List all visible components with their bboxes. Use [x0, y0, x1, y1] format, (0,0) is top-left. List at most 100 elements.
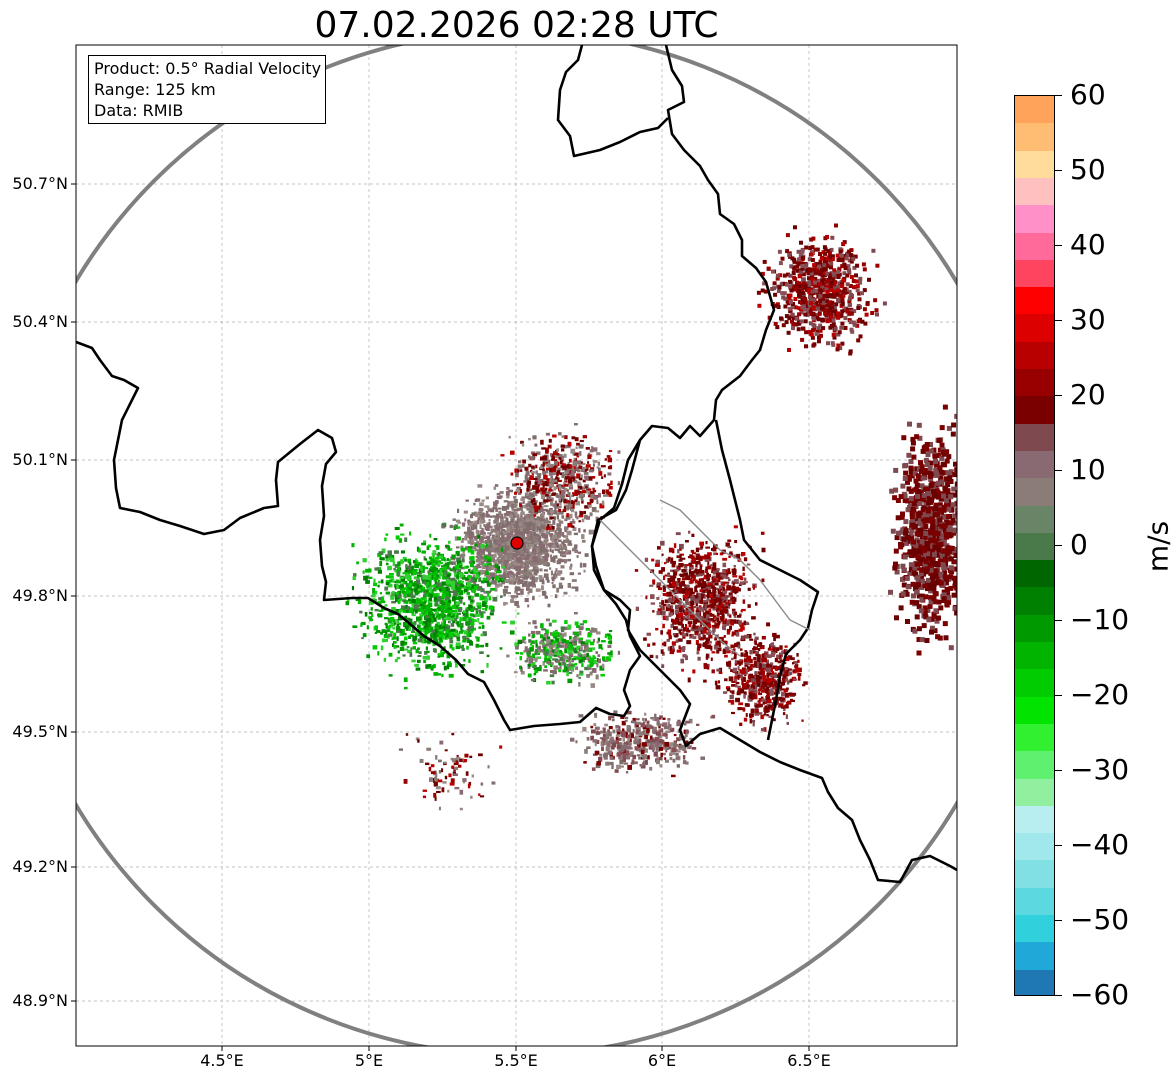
echo-pixel: [430, 613, 435, 618]
echo-pixel: [479, 645, 484, 648]
echo-pixel: [685, 540, 689, 543]
echo-pixel: [770, 688, 774, 693]
echo-pixel: [649, 654, 654, 658]
echo-pixel: [686, 640, 692, 645]
echo-pixel: [394, 622, 397, 625]
echo-pixel: [551, 538, 554, 543]
echo-pixel: [762, 678, 767, 684]
echo-pixel: [725, 686, 731, 690]
echo-pixel: [670, 594, 674, 597]
echo-pixel: [407, 620, 411, 623]
echo-pixel: [761, 681, 766, 685]
velocity-echoes: [345, 223, 957, 811]
echo-pixel: [565, 506, 569, 511]
echo-pixel: [581, 499, 584, 504]
echo-pixel: [530, 508, 535, 512]
echo-pixel: [673, 741, 677, 746]
echo-pixel: [733, 656, 737, 660]
echo-pixel: [519, 469, 523, 472]
echo-pixel: [513, 511, 518, 514]
echo-pixel: [502, 506, 507, 511]
echo-pixel: [675, 756, 680, 760]
echo-pixel: [706, 605, 712, 608]
echo-pixel: [510, 472, 514, 476]
echo-pixel: [526, 570, 532, 573]
echo-pixel: [544, 548, 548, 553]
echo-pixel: [424, 640, 428, 643]
echo-pixel: [739, 669, 742, 674]
echo-pixel: [560, 489, 565, 495]
echo-pixel: [437, 613, 442, 617]
echo-pixel: [435, 560, 438, 565]
echo-pixel: [439, 569, 443, 574]
echo-pixel: [603, 729, 606, 734]
echo-pixel: [447, 545, 451, 551]
echo-pixel: [591, 767, 596, 771]
echo-pixel: [488, 521, 491, 526]
echo-pixel: [437, 653, 440, 657]
echo-pixel: [747, 604, 751, 608]
echo-pixel: [516, 612, 520, 615]
echo-pixel: [355, 597, 361, 601]
echo-pixel: [443, 575, 447, 578]
echo-pixel: [404, 537, 408, 542]
echo-pixel: [848, 349, 853, 354]
echo-pixel: [681, 648, 685, 652]
echo-pixel: [538, 575, 543, 580]
echo-pixel: [516, 586, 521, 592]
echo-pixel: [707, 577, 710, 581]
echo-pixel: [506, 532, 511, 537]
echo-pixel: [646, 632, 651, 636]
echo-pixel: [572, 461, 576, 466]
echo-pixel: [676, 598, 681, 602]
echo-pixel: [496, 495, 502, 500]
echo-pixel: [574, 466, 580, 470]
echo-pixel: [737, 644, 741, 649]
echo-pixel: [717, 647, 722, 652]
echo-pixel: [554, 479, 558, 483]
echo-pixel: [658, 738, 663, 744]
echo-pixel: [418, 585, 423, 589]
echo-pixel: [520, 515, 523, 518]
echo-pixel: [384, 629, 390, 633]
echo-pixel: [523, 552, 528, 555]
echo-pixel: [432, 617, 437, 622]
echo-pixel: [699, 556, 703, 561]
echo-pixel: [694, 590, 698, 593]
echo-pixel: [772, 718, 776, 722]
echo-pixel: [452, 518, 456, 521]
echo-pixel: [376, 567, 382, 571]
echo-pixel: [726, 582, 729, 587]
echo-pixel: [561, 455, 564, 461]
echo-pixel: [589, 449, 594, 453]
echo-pixel: [422, 594, 427, 598]
echo-pixel: [457, 521, 462, 524]
echo-pixel: [636, 724, 639, 729]
echo-pixel: [431, 563, 436, 567]
echo-pixel: [649, 584, 654, 587]
echo-pixel: [577, 551, 582, 554]
echo-pixel: [570, 737, 575, 742]
echo-pixel: [563, 535, 566, 538]
echo-pixel: [661, 610, 666, 616]
echo-pixel: [470, 550, 475, 555]
echo-pixel: [667, 604, 671, 609]
echo-pixel: [694, 586, 698, 592]
echo-pixel: [539, 579, 544, 582]
echo-pixel: [524, 556, 530, 561]
echo-pixel: [711, 576, 714, 581]
echo-pixel: [767, 680, 770, 686]
echo-pixel: [745, 659, 750, 663]
echo-pixel: [551, 479, 556, 484]
echo-pixel: [372, 645, 378, 650]
echo-pixel: [496, 557, 500, 562]
echo-pixel: [572, 548, 576, 552]
echo-pixel: [656, 720, 660, 725]
echo-pixel: [499, 491, 504, 494]
echo-pixel: [563, 488, 568, 492]
echo-pixel: [767, 698, 772, 703]
echo-pixel: [695, 627, 699, 632]
echo-pixel: [408, 582, 413, 587]
echo-pixel: [468, 604, 473, 609]
echo-pixel: [502, 537, 505, 542]
